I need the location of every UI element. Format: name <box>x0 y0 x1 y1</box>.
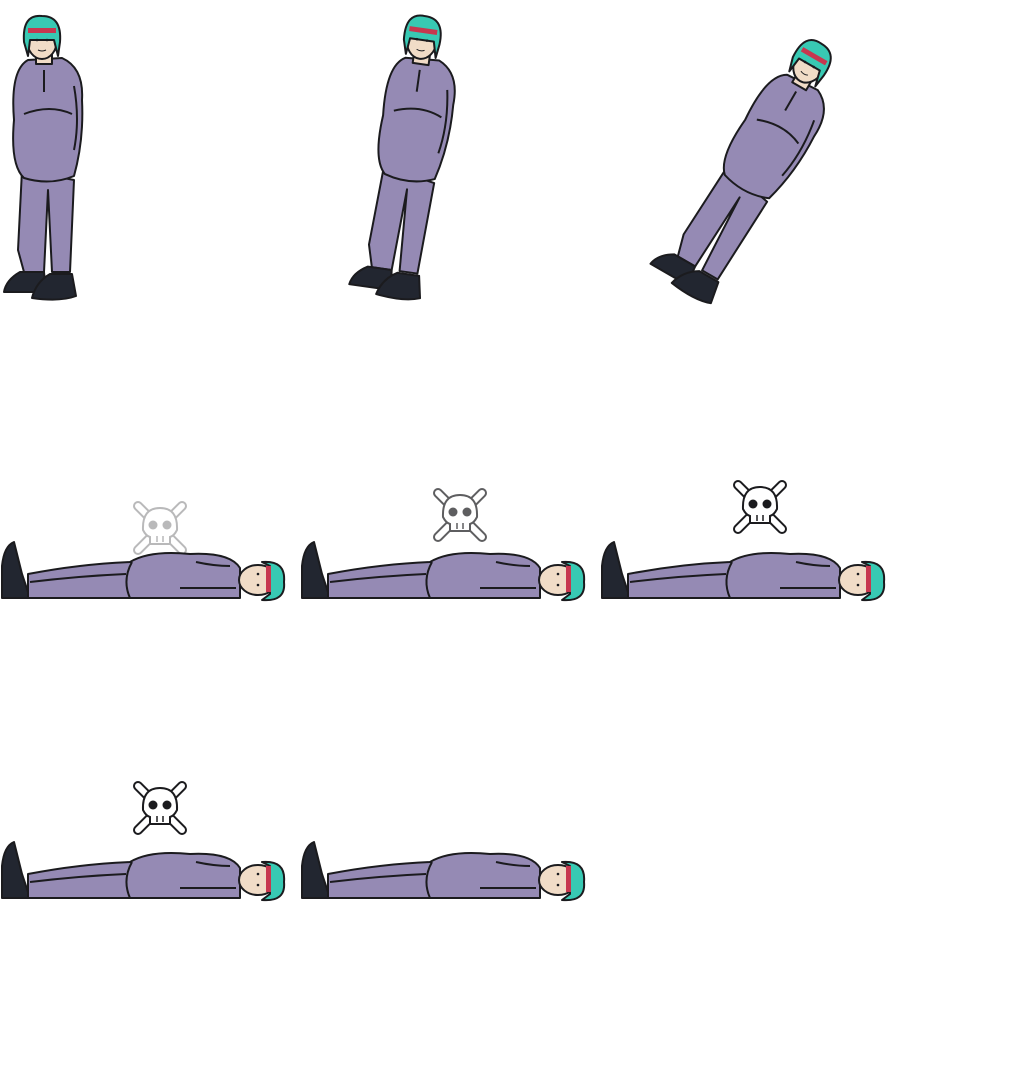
person-sprite <box>649 39 832 305</box>
frame-4-lying <box>0 470 300 770</box>
person-sprite <box>348 14 456 301</box>
person-sprite <box>1 781 286 902</box>
frame-3-falling <box>600 0 900 305</box>
person-sprite <box>601 480 886 602</box>
frame-2-leaning <box>300 0 600 301</box>
frame-5-lying <box>300 470 600 770</box>
sprite-sheet <box>0 0 900 902</box>
frame-6-lying <box>600 470 900 770</box>
person-sprite <box>301 488 586 602</box>
skull-crossbones-icon <box>133 781 187 835</box>
skull-crossbones-icon <box>733 480 787 534</box>
frame-1-standing <box>0 0 300 301</box>
frame-7-lying <box>0 770 300 1070</box>
frame-8-lying <box>300 770 600 1070</box>
skull-crossbones-icon <box>133 501 187 555</box>
person-sprite <box>3 14 84 301</box>
person-sprite <box>1 501 286 602</box>
person-sprite <box>301 841 586 902</box>
skull-crossbones-icon <box>433 488 487 542</box>
